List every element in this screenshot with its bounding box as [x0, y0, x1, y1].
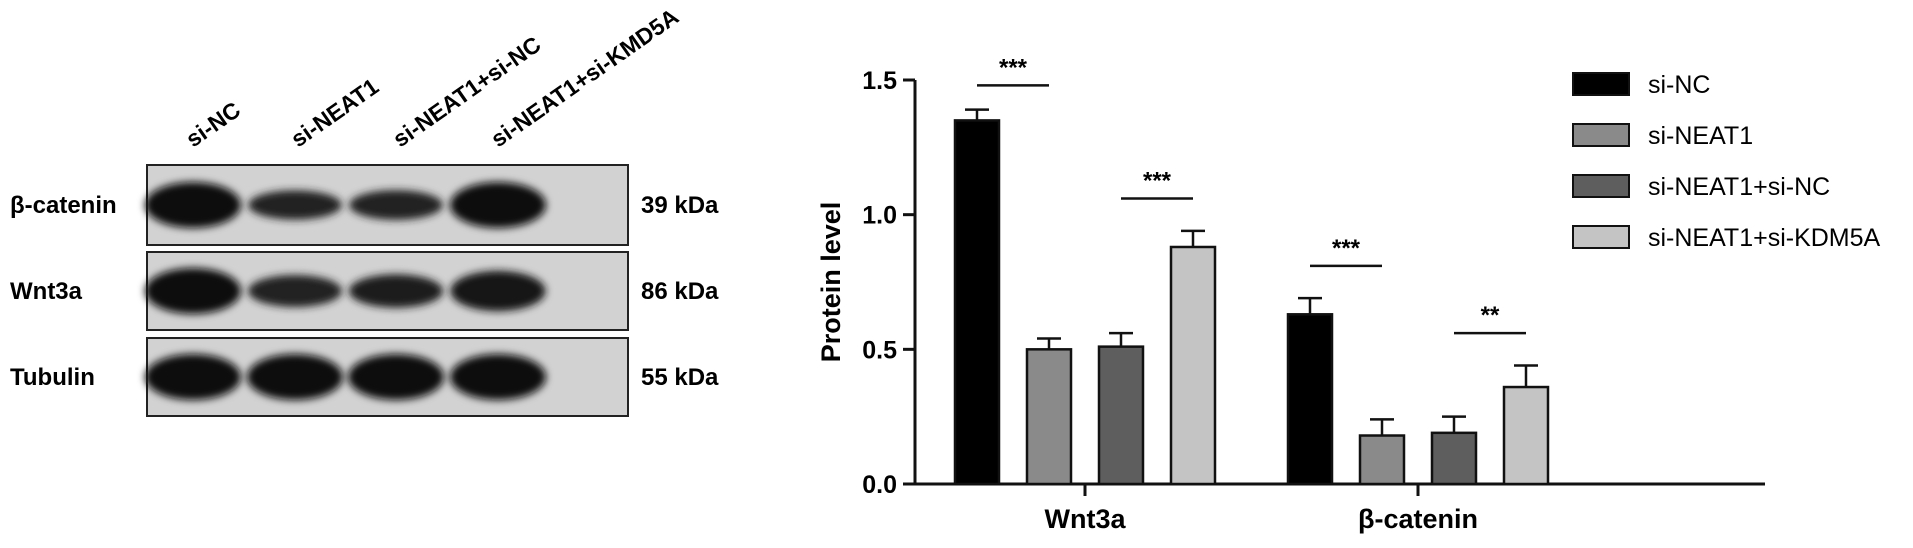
x-category-label: β-catenin: [1358, 504, 1478, 534]
bar: [1286, 313, 1334, 486]
significance-label: ***: [999, 54, 1028, 81]
y-axis-title: Protein level: [816, 202, 846, 363]
blot-band: [247, 354, 343, 400]
legend-label: si-NEAT1+si-KDM5A: [1648, 224, 1881, 252]
y-tick-label: 1.5: [862, 67, 897, 95]
bar: [1502, 385, 1550, 486]
blot-band: [348, 274, 444, 308]
molecular-weight-label: 86 kDa: [641, 278, 719, 305]
bar: [1430, 431, 1478, 486]
blot-band: [450, 354, 546, 400]
legend-swatch: [1572, 225, 1630, 249]
bar: [1097, 345, 1145, 486]
blot-band: [349, 190, 443, 220]
y-tick-label: 0.0: [862, 471, 897, 499]
legend-swatch: [1572, 72, 1630, 96]
blot-band: [450, 270, 546, 312]
blot-band: [248, 275, 342, 307]
bar: [1169, 245, 1217, 486]
legend-label: si-NC: [1648, 71, 1711, 99]
lane-label: si-NC: [181, 96, 245, 152]
blot-band: [348, 354, 444, 400]
legend-swatch: [1572, 174, 1630, 198]
bar: [1358, 434, 1406, 486]
y-tick-label: 0.5: [862, 336, 897, 364]
protein-label: β-catenin: [10, 192, 117, 219]
blot-band: [450, 182, 546, 228]
lane-label: si-NEAT1+si-KMD5A: [486, 3, 683, 152]
protein-level-bar-chart: 0.0 0.5 1.0 1.5 Protein level Wnt3a β-catenin *…: [816, 54, 1881, 534]
western-blot-panel: si-NC si-NEAT1 si-NEAT1+si-NCsi-NEAT1+si-K…: [10, 3, 719, 417]
significance-label: ***: [1143, 168, 1172, 195]
x-category-label: Wnt3a: [1045, 504, 1127, 534]
bar: [953, 119, 1001, 486]
molecular-weight-label: 55 kDa: [641, 364, 719, 391]
molecular-weight-label: 39 kDa: [641, 192, 719, 219]
y-tick-label: 1.0: [862, 202, 897, 230]
blot-band: [145, 182, 241, 228]
protein-label: Wnt3a: [10, 278, 83, 305]
bar: [1025, 348, 1073, 486]
blot-band: [145, 268, 241, 314]
significance-label: **: [1481, 302, 1500, 329]
blot-band: [248, 190, 342, 220]
protein-label: Tubulin: [10, 364, 95, 391]
legend-swatch: [1572, 123, 1630, 147]
legend-label: si-NEAT1: [1648, 122, 1753, 150]
significance-label: ***: [1332, 235, 1361, 262]
lane-label: si-NEAT1: [286, 73, 383, 152]
blot-band: [145, 354, 241, 400]
legend-label: si-NEAT1+si-NC: [1648, 173, 1830, 201]
